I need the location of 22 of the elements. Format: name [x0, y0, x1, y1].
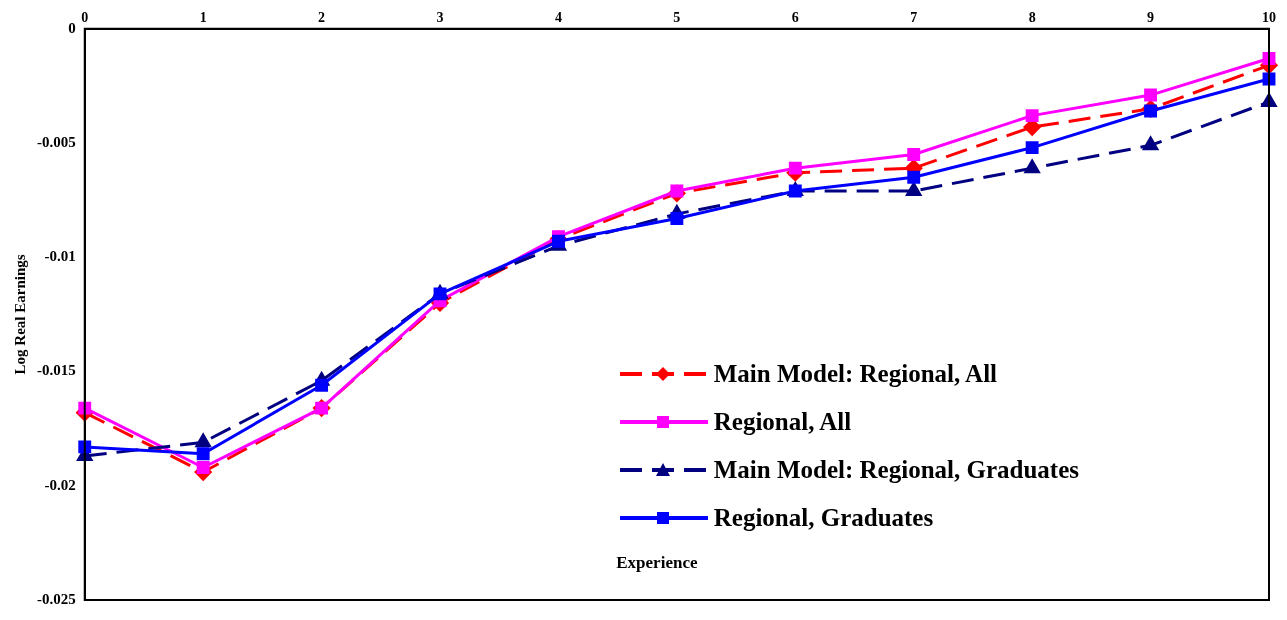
y-tick-label: -0.02	[44, 476, 76, 493]
y-tick-label: -0.005	[37, 133, 76, 150]
legend-label: Regional, Graduates	[713, 504, 934, 532]
x-tick-label: 9	[1147, 10, 1155, 26]
y-tick-label: -0.025	[37, 590, 76, 607]
legend-label: Main Model: Regional, All	[713, 360, 998, 388]
legend-label: Main Model: Regional, Graduates	[713, 456, 1079, 484]
y-axis-title: Log Real Earnings	[11, 254, 28, 375]
x-axis-title: Experience	[616, 553, 698, 572]
x-tick-label: 2	[318, 10, 326, 26]
y-tick-label: -0.015	[37, 362, 76, 379]
x-tick-label: 1	[199, 10, 207, 26]
x-tick-label: 6	[791, 10, 799, 26]
x-tick-label: 7	[910, 10, 918, 26]
x-tick-label: 4	[554, 10, 562, 26]
x-tick-label: 0	[81, 10, 89, 26]
x-tick-label: 8	[1028, 10, 1036, 26]
x-tick-label: 10	[1262, 10, 1276, 26]
legend-label: Regional, All	[713, 408, 852, 436]
x-tick-label: 3	[436, 10, 444, 26]
y-tick-label: -0.01	[44, 248, 76, 265]
x-tick-label: 5	[673, 10, 681, 26]
